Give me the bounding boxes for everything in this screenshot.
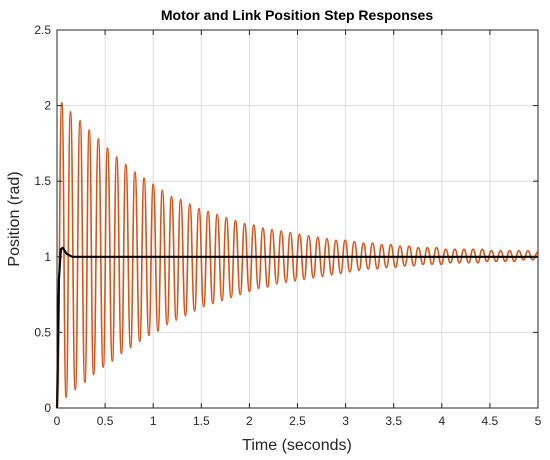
x-tick-label: 0.5 <box>97 414 114 428</box>
y-tick-label: 2.5 <box>34 23 51 37</box>
y-axis-label: Position (rad) <box>6 171 23 266</box>
y-tick-label: 0.5 <box>34 325 51 339</box>
x-axis-label: Time (seconds) <box>242 437 352 454</box>
series-line-damped <box>55 246 538 409</box>
x-tick-label: 1 <box>150 414 157 428</box>
chart-title: Motor and Link Position Step Responses <box>161 7 433 23</box>
y-tick-label: 1.5 <box>34 174 51 188</box>
x-tick-label: 5 <box>535 414 542 428</box>
x-tick-label: 3 <box>342 414 349 428</box>
y-tick-label: 2 <box>44 99 51 113</box>
y-tick-labels: 0 0.5 1 1.5 2 2.5 <box>34 23 51 415</box>
x-tick-label: 4 <box>438 414 445 428</box>
x-tick-labels: 0 0.5 1 1.5 2 2.5 3 3.5 4 4.5 5 <box>54 414 542 428</box>
tick-marks <box>56 29 539 409</box>
y-tick-label: 0 <box>44 401 51 415</box>
x-tick-label: 1.5 <box>193 414 210 428</box>
x-tick-label: 2.5 <box>289 414 306 428</box>
series-line-oscillating <box>56 101 539 409</box>
x-tick-label: 2 <box>246 414 253 428</box>
x-tick-label: 4.5 <box>482 414 499 428</box>
y-tick-label: 1 <box>44 250 51 264</box>
x-tick-label: 3.5 <box>385 414 402 428</box>
x-tick-label: 0 <box>54 414 61 428</box>
series-group <box>55 101 539 409</box>
